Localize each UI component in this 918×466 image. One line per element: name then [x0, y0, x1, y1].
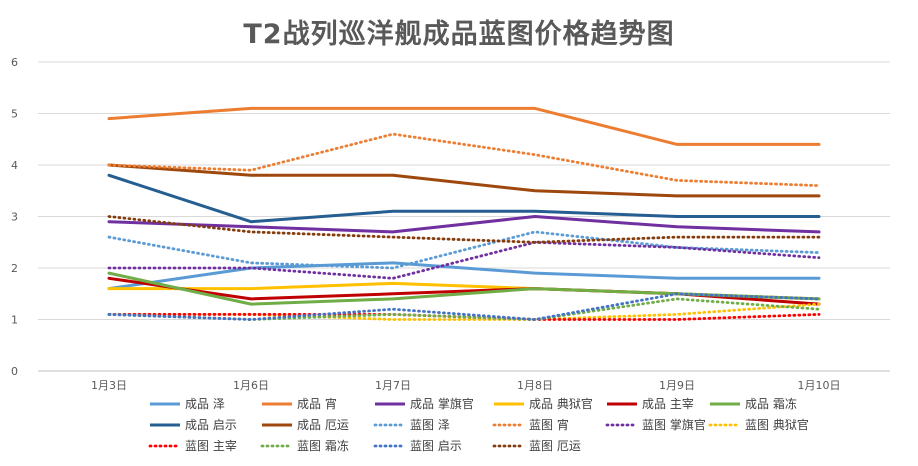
chart-title: T2战列巡洋舰成品蓝图价格趋势图 [243, 19, 675, 50]
legend-label: 蓝图 主宰 [185, 438, 237, 453]
legend-label: 蓝图 宵 [529, 417, 569, 432]
x-tick-label: 1月7日 [375, 379, 411, 392]
series-line-14 [107, 292, 821, 321]
series-line-2 [107, 215, 821, 234]
legend-label: 成品 典狱官 [529, 396, 593, 411]
series-line-0 [107, 261, 821, 291]
y-tick-label: 1 [11, 314, 18, 327]
series-line-10 [107, 240, 821, 280]
x-tick-label: 1月6日 [233, 379, 269, 392]
y-tick-label: 0 [11, 365, 18, 378]
series-line-1 [107, 106, 821, 146]
y-tick-label: 4 [11, 159, 18, 172]
legend-label: 蓝图 典狱官 [745, 417, 809, 432]
x-tick-label: 1月10日 [798, 379, 841, 392]
series-line-6 [107, 173, 821, 224]
y-tick-label: 2 [11, 262, 18, 275]
series-line-11 [107, 302, 821, 321]
legend-label: 成品 掌旗官 [410, 396, 474, 411]
legend-label: 成品 主宰 [642, 396, 694, 411]
legend-label: 蓝图 掌旗官 [642, 417, 706, 432]
x-tick-label: 1月9日 [659, 379, 695, 392]
legend-label: 蓝图 霜冻 [297, 438, 349, 453]
legend-label: 成品 启示 [185, 418, 237, 432]
x-tick-label: 1月3日 [91, 379, 127, 392]
x-tick-label: 1月8日 [517, 379, 553, 392]
y-tick-label: 5 [11, 108, 18, 121]
series-line-15 [107, 215, 821, 244]
y-tick-label: 3 [11, 211, 18, 224]
legend-label: 成品 泽 [185, 397, 225, 411]
series-line-9 [107, 132, 821, 188]
legend-label: 成品 宵 [297, 396, 337, 411]
y-tick-label: 6 [11, 56, 18, 69]
legend-label: 成品 厄运 [297, 418, 349, 432]
legend-label: 蓝图 启示 [410, 439, 462, 453]
series-line-13 [107, 297, 821, 321]
legend-label: 成品 霜冻 [745, 396, 797, 411]
series-line-7 [107, 163, 821, 198]
legend-label: 蓝图 厄运 [529, 439, 581, 453]
legend-label: 蓝图 泽 [410, 418, 450, 432]
